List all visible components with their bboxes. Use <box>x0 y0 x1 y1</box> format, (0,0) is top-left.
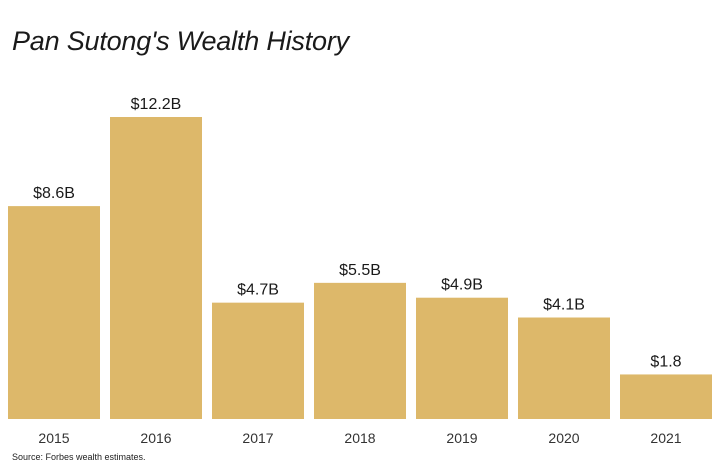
bar-2019 <box>416 297 508 419</box>
x-tick-label-2016: 2016 <box>140 430 171 446</box>
value-label-2017: $4.7B <box>237 282 279 299</box>
bars-layer <box>8 117 712 419</box>
value-label-2018: $5.5B <box>339 262 381 279</box>
value-label-2019: $4.9B <box>441 277 483 294</box>
x-tick-label-2018: 2018 <box>344 430 375 446</box>
value-label-2015: $8.6B <box>33 185 75 202</box>
bar-2015 <box>8 206 100 419</box>
value-label-2020: $4.1B <box>543 297 585 314</box>
chart-title: Pan Sutong's Wealth History <box>12 26 349 56</box>
bar-2017 <box>212 302 304 419</box>
value-label-2016: $12.2B <box>131 96 182 113</box>
bar-2020 <box>518 317 610 419</box>
source-note: Source: Forbes wealth estimates. <box>12 452 146 462</box>
x-tick-label-2021: 2021 <box>650 430 681 446</box>
bar-2018 <box>314 282 406 419</box>
x-tick-label-2020: 2020 <box>548 430 579 446</box>
x-tick-label-2015: 2015 <box>38 430 69 446</box>
value-label-2021: $1.8 <box>650 353 681 370</box>
x-tick-label-2017: 2017 <box>242 430 273 446</box>
x-tick-label-2019: 2019 <box>446 430 477 446</box>
bar-2016 <box>110 117 202 419</box>
value-labels-layer: $8.6B $12.2B $4.7B $5.5B $4.9B $4.1B $1.8 <box>33 96 682 370</box>
bar-2021 <box>620 374 712 419</box>
tick-labels-layer: 2015 2016 2017 2018 2019 2020 2021 <box>38 430 681 446</box>
